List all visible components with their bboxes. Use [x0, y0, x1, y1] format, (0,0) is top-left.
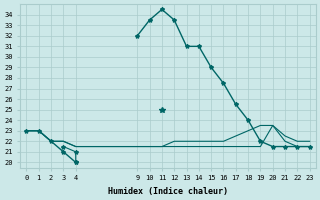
X-axis label: Humidex (Indice chaleur): Humidex (Indice chaleur) [108, 187, 228, 196]
